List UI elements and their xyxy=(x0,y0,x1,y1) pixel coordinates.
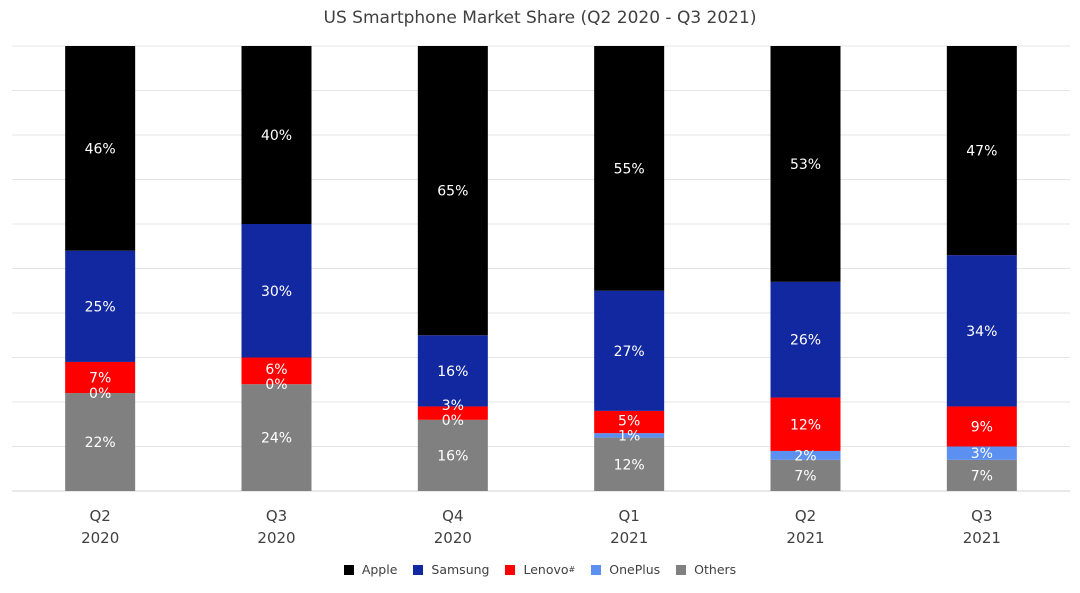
data-label-apple-1: 46% xyxy=(85,141,116,157)
data-label-lenovo-4: 5% xyxy=(618,413,640,429)
legend-label: Samsung xyxy=(431,562,490,577)
x-tick-label: 2021 xyxy=(786,529,824,547)
x-tick-label: Q3 xyxy=(266,507,287,525)
x-tick-label: Q4 xyxy=(442,507,463,525)
x-tick-label: Q1 xyxy=(618,507,639,525)
x-tick-label: 2020 xyxy=(81,529,119,547)
data-label-oneplus-2: 0% xyxy=(265,377,287,393)
bars xyxy=(65,46,1017,491)
bar-segment-samsung-1 xyxy=(65,250,136,362)
legend: Apple Samsung Lenovo # OnePlus Others xyxy=(0,562,1080,577)
data-label-lenovo-1: 7% xyxy=(89,371,111,387)
data-label-lenovo-6: 9% xyxy=(971,419,993,435)
bar-segment-others-2 xyxy=(241,384,312,491)
x-tick-label: Q2 xyxy=(795,507,816,525)
data-label-others-3: 16% xyxy=(437,448,468,464)
x-tick-label: Q3 xyxy=(971,507,992,525)
legend-swatch xyxy=(591,564,602,575)
bar-segment-samsung-2 xyxy=(241,224,312,358)
data-label-others-4: 12% xyxy=(614,457,645,473)
bar-segment-lenovo-4 xyxy=(594,410,665,434)
data-label-apple-6: 47% xyxy=(966,144,997,160)
bar-labels: 22%0%7%25%46%24%0%6%30%40%16%0%3%16%65%1… xyxy=(85,128,998,484)
legend-swatch xyxy=(413,564,424,575)
legend-swatch xyxy=(505,564,516,575)
gridlines xyxy=(12,45,1070,492)
legend-label: Lenovo xyxy=(523,562,569,577)
bar-segment-lenovo-3 xyxy=(417,406,488,420)
legend-item-others: Others xyxy=(676,562,736,577)
x-tick-label: Q2 xyxy=(89,507,110,525)
data-label-others-1: 22% xyxy=(85,435,116,451)
bar-segment-oneplus-6 xyxy=(946,446,1017,460)
data-label-samsung-2: 30% xyxy=(261,284,292,300)
data-label-apple-3: 65% xyxy=(437,184,468,200)
bar-segment-apple-2 xyxy=(241,46,312,224)
legend-label: OnePlus xyxy=(609,562,661,577)
bar-segment-others-3 xyxy=(417,419,488,491)
legend-label: Apple xyxy=(361,562,398,577)
x-tick-label: 2020 xyxy=(257,529,295,547)
data-label-others-6: 7% xyxy=(971,468,993,484)
bar-segment-oneplus-5 xyxy=(770,450,841,460)
data-label-samsung-6: 34% xyxy=(966,324,997,340)
legend-item-oneplus: OnePlus xyxy=(591,562,660,577)
bar-segment-samsung-6 xyxy=(946,255,1017,407)
x-tick-label: 2021 xyxy=(963,529,1001,547)
data-label-apple-4: 55% xyxy=(614,161,645,177)
data-label-lenovo-3: 3% xyxy=(442,398,464,414)
data-label-apple-2: 40% xyxy=(261,128,292,144)
data-label-samsung-1: 25% xyxy=(85,299,116,315)
data-label-others-5: 7% xyxy=(794,468,816,484)
bar-segment-others-6 xyxy=(946,459,1017,491)
data-label-samsung-5: 26% xyxy=(790,333,821,349)
bar-segment-apple-4 xyxy=(594,46,665,291)
data-label-apple-5: 53% xyxy=(790,157,821,173)
bar-segment-oneplus-4 xyxy=(594,433,665,438)
bar-segment-apple-1 xyxy=(65,46,136,251)
x-axis-tick-labels: Q2 2020 Q3 2020 Q4 2020 Q1 2021 Q2 2021 Q3 2021 xyxy=(81,507,1001,547)
bar-segment-lenovo-6 xyxy=(946,406,1017,447)
legend-label: Others xyxy=(694,562,737,577)
bar-segment-apple-5 xyxy=(770,46,841,282)
bar-segment-samsung-3 xyxy=(417,335,488,407)
legend-swatch xyxy=(676,564,687,575)
legend-item-lenovo: Lenovo # xyxy=(505,562,575,577)
bar-segment-lenovo-2 xyxy=(241,357,312,385)
bar-segment-samsung-4 xyxy=(594,290,665,411)
bar-segment-others-1 xyxy=(65,393,136,491)
bar-segment-apple-3 xyxy=(417,46,488,336)
bar-segment-others-4 xyxy=(594,437,665,491)
bar-segment-lenovo-5 xyxy=(770,397,841,451)
data-label-oneplus-3: 0% xyxy=(442,413,464,429)
data-label-samsung-3: 16% xyxy=(437,364,468,380)
data-label-others-2: 24% xyxy=(261,431,292,447)
bar-segment-apple-6 xyxy=(946,46,1017,256)
x-tick-label: 2021 xyxy=(610,529,648,547)
x-tick-label: 2020 xyxy=(434,529,472,547)
bar-segment-others-5 xyxy=(770,459,841,491)
data-label-oneplus-1: 0% xyxy=(89,386,111,402)
data-label-oneplus-6: 3% xyxy=(971,446,993,462)
legend-footnote-mark: # xyxy=(568,565,576,574)
data-label-oneplus-4: 1% xyxy=(618,428,640,444)
legend-item-samsung: Samsung xyxy=(413,562,489,577)
data-label-oneplus-5: 2% xyxy=(794,448,816,464)
stacked-bar-chart: 22%0%7%25%46%24%0%6%30%40%16%0%3%16%65%1… xyxy=(12,45,1070,547)
chart-title: US Smartphone Market Share (Q2 2020 - Q3… xyxy=(323,8,757,28)
data-label-lenovo-5: 12% xyxy=(790,417,821,433)
legend-swatch xyxy=(343,564,354,575)
data-label-samsung-4: 27% xyxy=(614,344,645,360)
data-label-lenovo-2: 6% xyxy=(265,362,287,378)
bar-segment-lenovo-1 xyxy=(65,361,136,394)
legend-item-apple: Apple xyxy=(343,562,398,577)
bar-segment-samsung-5 xyxy=(770,281,841,398)
